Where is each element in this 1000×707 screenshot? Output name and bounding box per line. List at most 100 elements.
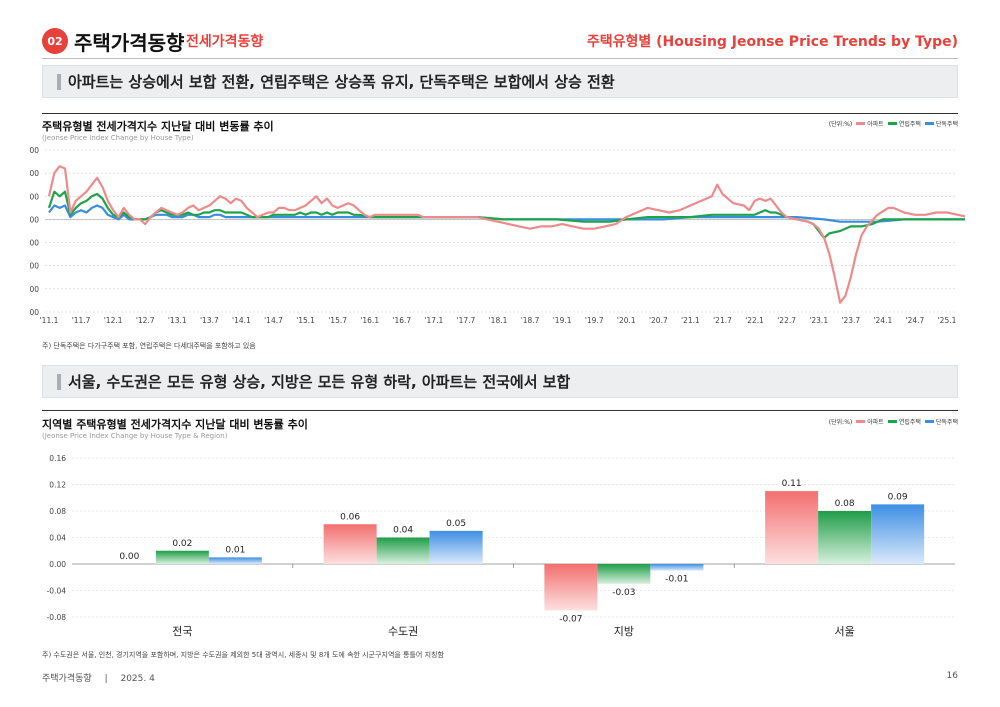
category-label: 서울 <box>835 625 855 638</box>
x-tick-label: '18.7 <box>521 316 540 325</box>
y-tick-label: -1.00 <box>30 239 39 248</box>
x-tick-label: '19.1 <box>553 316 572 325</box>
x-tick-label: '15.1 <box>296 316 315 325</box>
chart1-legend: (단위:%) 아파트 연립주택 단독주택 <box>829 119 958 128</box>
bar-chart: 0.16 0.12 0.08 0.04 0.00 -0.04 -0.08 전국 0.00 0.02… <box>47 454 955 638</box>
data-label: 0.04 <box>393 526 413 536</box>
x-tick-label: '20.7 <box>649 316 668 325</box>
series-line-detached <box>48 204 965 223</box>
x-tick-label: '15.7 <box>328 316 347 325</box>
y-tick-label: 0.00 <box>30 215 39 224</box>
banner-accent-bar <box>57 374 61 390</box>
y-tick-label: 0.08 <box>49 507 66 516</box>
y-tick-label: -0.08 <box>47 613 67 622</box>
data-label: 0.05 <box>446 519 466 529</box>
data-label: 0.06 <box>340 512 360 522</box>
data-label: 0.09 <box>888 492 908 502</box>
y-tick-label: -2.00 <box>30 262 39 271</box>
summary-banner-2-text: 서울, 수도권은 모든 유형 상승, 지방은 모든 유형 하락, 아파트는 전국… <box>68 373 571 391</box>
legend-item-row-house: 연립주택 <box>887 417 921 426</box>
bar-apartment <box>544 564 598 611</box>
legend-item-apartment: 아파트 <box>856 417 884 426</box>
x-tick-label: '21.7 <box>713 316 732 325</box>
y-tick-label: 1.00 <box>30 192 39 201</box>
x-tick-label: '23.7 <box>841 316 860 325</box>
chart2-top-rule <box>42 410 958 411</box>
summary-banner-1-text: 아파트는 상승에서 보합 전환, 연립주택은 상승폭 유지, 단독주택은 보합에… <box>68 73 615 91</box>
chart2-unit-label: (단위:%) <box>828 419 853 426</box>
legend-item-detached: 단독주택 <box>924 119 958 128</box>
bar-row-house <box>155 550 209 564</box>
data-label: 0.02 <box>172 539 192 549</box>
bar-apartment <box>323 524 377 564</box>
x-tick-label: '25.1 <box>938 316 957 325</box>
x-tick-label: '11.1 <box>40 316 59 325</box>
chart1-title: 주택유형별 전세가격지수 지난달 대비 변동률 추이 <box>42 120 274 133</box>
y-tick-label: -3.00 <box>30 285 39 294</box>
data-label: 0.11 <box>782 479 802 489</box>
footer-title: 주택가격동향 <box>42 674 92 684</box>
x-tick-label: '11.7 <box>72 316 91 325</box>
x-tick-label: '18.1 <box>489 316 508 325</box>
x-tick-label: '22.1 <box>745 316 764 325</box>
x-tick-label: '23.1 <box>809 316 828 325</box>
bar-detached <box>429 530 483 564</box>
x-tick-label: '24.7 <box>906 316 925 325</box>
y-tick-label: -0.04 <box>47 587 67 596</box>
summary-banner-1: 아파트는 상승에서 보합 전환, 연립주택은 상승폭 유지, 단독주택은 보합에… <box>42 65 958 98</box>
x-tick-label: '12.7 <box>136 316 155 325</box>
y-tick-label: -4.00 <box>30 308 39 317</box>
category-label: 수도권 <box>388 625 418 638</box>
x-tick-label: '24.1 <box>873 316 892 325</box>
data-label: 0.00 <box>119 552 139 562</box>
data-label: -0.03 <box>612 588 635 598</box>
y-tick-label: 0.04 <box>49 534 66 543</box>
bar-detached <box>650 564 704 571</box>
x-tick-label: '21.1 <box>681 316 700 325</box>
chart1-unit-label: (단위:%) <box>828 121 853 128</box>
x-tick-label: '22.7 <box>777 316 796 325</box>
chart1-footnote: 주) 단독주택은 다가구주택 포함, 연립주택은 다세대주택을 포함하고 있음 <box>42 342 256 350</box>
bar-row-house <box>597 564 651 584</box>
legend-item-apartment: 아파트 <box>856 119 884 128</box>
x-tick-label: '19.7 <box>585 316 604 325</box>
bar-detached <box>208 557 262 564</box>
y-tick-label: 3.00 <box>30 146 39 155</box>
category-label: 지방 <box>614 625 634 638</box>
y-tick-label: 0.12 <box>49 481 66 490</box>
x-tick-label: '16.1 <box>360 316 379 325</box>
x-tick-label: '14.1 <box>232 316 251 325</box>
chart2-subtitle: (Jeonse Price Index Change by House Type… <box>42 432 228 440</box>
legend-item-row-house: 연립주택 <box>887 119 921 128</box>
chart2-footnote: 주) 수도권은 서울, 인천, 경기지역을 포함하며, 지방은 수도권을 제외한… <box>42 651 444 659</box>
y-tick-label: 0.00 <box>49 560 66 569</box>
x-tick-label: '14.7 <box>264 316 283 325</box>
x-tick-label: '20.1 <box>617 316 636 325</box>
bar-detached <box>871 504 925 564</box>
data-label: -0.01 <box>665 575 688 585</box>
banner-accent-bar <box>57 74 61 90</box>
x-tick-label: '13.1 <box>168 316 187 325</box>
chart2-legend: (단위:%) 아파트 연립주택 단독주택 <box>829 417 958 426</box>
page-subtitle: 전세가격동향 <box>186 34 264 50</box>
bar-row-house <box>376 537 430 564</box>
category-label: 전국 <box>172 625 192 638</box>
page-number: 16 <box>946 671 958 681</box>
data-label: 0.08 <box>835 499 855 509</box>
summary-banner-2: 서울, 수도권은 모든 유형 상승, 지방은 모든 유형 하락, 아파트는 전국… <box>42 365 958 398</box>
footer-date: 2025. 4 <box>120 674 155 684</box>
x-tick-label: '12.1 <box>104 316 123 325</box>
legend-item-detached: 단독주택 <box>924 417 958 426</box>
data-label: 0.01 <box>225 545 245 555</box>
y-tick-label: 0.16 <box>49 454 66 463</box>
chart1-top-rule <box>42 113 958 114</box>
footer: 주택가격동향 | 2025. 4 <box>42 671 155 684</box>
x-tick-label: '17.1 <box>424 316 443 325</box>
section-title-right: 주택유형별 (Housing Jeonse Price Trends by Ty… <box>586 34 958 50</box>
section-number-badge: 02 <box>42 28 68 54</box>
x-tick-label: '13.7 <box>200 316 219 325</box>
chart1-subtitle: (Jeonse Price Index Change by House Type… <box>42 134 194 142</box>
x-tick-label: '16.7 <box>392 316 411 325</box>
x-tick-label: '17.7 <box>457 316 476 325</box>
bar-apartment <box>765 491 819 564</box>
